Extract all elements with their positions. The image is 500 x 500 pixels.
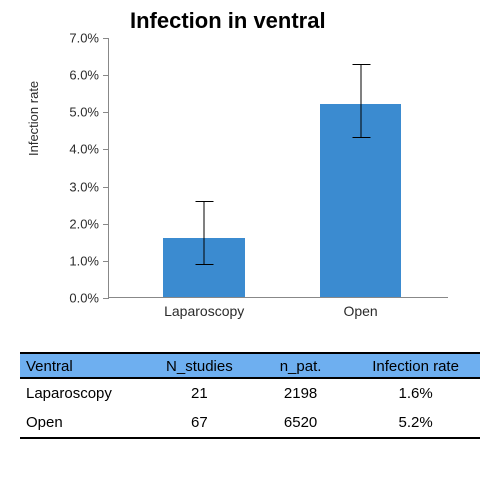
y-tick: [103, 298, 109, 299]
y-tick-label: 5.0%: [69, 105, 99, 120]
error-bar: [360, 64, 361, 138]
table-cell: 2198: [250, 378, 351, 408]
table-header: n_pat.: [250, 354, 351, 378]
y-tick: [103, 75, 109, 76]
y-tick: [103, 38, 109, 39]
table-header: N_studies: [149, 354, 250, 378]
y-tick-label: 4.0%: [69, 142, 99, 157]
y-tick: [103, 187, 109, 188]
y-tick-label: 3.0%: [69, 179, 99, 194]
y-tick: [103, 149, 109, 150]
y-tick-label: 1.0%: [69, 253, 99, 268]
category-label: Laparoscopy: [164, 303, 244, 319]
table-cell: 6520: [250, 408, 351, 438]
table-cell: 67: [149, 408, 250, 438]
category-label: Open: [343, 303, 377, 319]
y-tick-label: 6.0%: [69, 68, 99, 83]
data-table: VentralN_studiesn_pat.Infection rateLapa…: [20, 352, 480, 439]
table-cell: 5.2%: [351, 408, 480, 438]
plot-area: 0.0%1.0%2.0%3.0%4.0%5.0%6.0%7.0%Laparosc…: [108, 38, 448, 298]
table-cell: 21: [149, 378, 250, 408]
chart-title: Infection in ventral: [130, 8, 326, 34]
table-cell: 1.6%: [351, 378, 480, 408]
y-tick: [103, 224, 109, 225]
y-axis-label: Infection rate: [26, 81, 41, 156]
table-cell: Open: [20, 408, 149, 438]
y-tick-label: 7.0%: [69, 31, 99, 46]
y-tick-label: 2.0%: [69, 216, 99, 231]
table-row: Open6765205.2%: [20, 408, 480, 438]
table-header: Ventral: [20, 354, 149, 378]
table-header: Infection rate: [351, 354, 480, 378]
bar-chart: Infection in ventral Infection rate 0.0%…: [20, 6, 480, 346]
error-bar: [204, 201, 205, 264]
table-row: Laparoscopy2121981.6%: [20, 378, 480, 408]
y-tick: [103, 112, 109, 113]
y-tick: [103, 261, 109, 262]
y-tick-label: 0.0%: [69, 291, 99, 306]
table-cell: Laparoscopy: [20, 378, 149, 408]
